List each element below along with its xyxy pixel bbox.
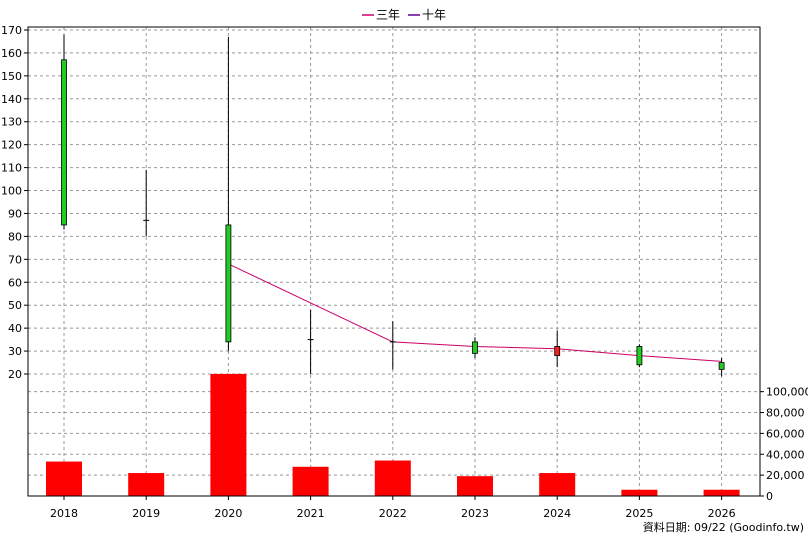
legend-label-three-year: 三年 — [376, 8, 400, 22]
volume-bar — [703, 489, 740, 496]
price-tick-label: 20 — [8, 368, 22, 381]
volume-bar — [539, 473, 576, 496]
price-tick-label: 170 — [1, 24, 22, 37]
volume-bar — [292, 466, 329, 496]
candles — [61, 34, 725, 377]
price-tick-label: 40 — [8, 322, 22, 335]
x-tick-label: 2021 — [297, 507, 325, 520]
price-tick-label: 120 — [1, 139, 22, 152]
price-tick-label: 60 — [8, 276, 22, 289]
volume-tick-label: 60,000 — [766, 427, 805, 440]
grid-layer — [28, 27, 760, 496]
price-tick-label: 110 — [1, 162, 22, 175]
price-tick-label: 100 — [1, 185, 22, 198]
x-tick-label: 2024 — [543, 507, 571, 520]
legend: 三年 十年 — [362, 8, 446, 22]
price-tick-label: 70 — [8, 253, 22, 266]
price-tick-label: 160 — [1, 47, 22, 60]
volume-bar — [457, 476, 493, 496]
candle-body — [554, 346, 561, 357]
volume-bar — [46, 461, 82, 496]
x-tick-label: 2022 — [379, 507, 407, 520]
plot-frame — [27, 26, 761, 497]
price-tick-label: 90 — [8, 207, 22, 220]
volume-bar — [210, 373, 247, 496]
volume-tick-label: 0 — [766, 490, 773, 503]
x-tick-label: 2026 — [708, 507, 736, 520]
price-tick-label: 30 — [8, 345, 22, 358]
volume-bar — [374, 460, 411, 496]
x-tick-label: 2025 — [625, 507, 653, 520]
candle-body — [636, 346, 643, 366]
price-tick-label: 130 — [1, 116, 22, 129]
volume-bars — [46, 373, 740, 496]
x-tick-label: 2019 — [132, 507, 160, 520]
volume-tick-label: 100,000 — [766, 386, 808, 399]
volume-tick-label: 20,000 — [766, 469, 805, 482]
x-tick-label: 2018 — [50, 507, 78, 520]
volume-bar — [621, 489, 658, 496]
price-tick-label: 140 — [1, 93, 22, 106]
candle-body — [225, 224, 232, 343]
source-note: 資料日期: 09/22 (Goodinfo.tw) — [643, 520, 804, 534]
volume-bar — [128, 473, 165, 496]
candle-body — [718, 362, 725, 370]
candle-body — [61, 59, 67, 226]
price-tick-label: 80 — [8, 230, 22, 243]
price-tick-label: 150 — [1, 70, 22, 83]
candle-body — [472, 341, 478, 354]
x-tick-label: 2020 — [214, 507, 242, 520]
price-tick-label: 50 — [8, 299, 22, 312]
legend-label-ten-year: 十年 — [422, 8, 446, 22]
x-tick-label: 2023 — [461, 507, 489, 520]
axes: 20 30 40 50 60 70 80 90 100 110 120 130 140 150 160 170… — [1, 24, 808, 520]
volume-tick-label: 80,000 — [766, 407, 805, 420]
volume-tick-label: 40,000 — [766, 448, 805, 461]
